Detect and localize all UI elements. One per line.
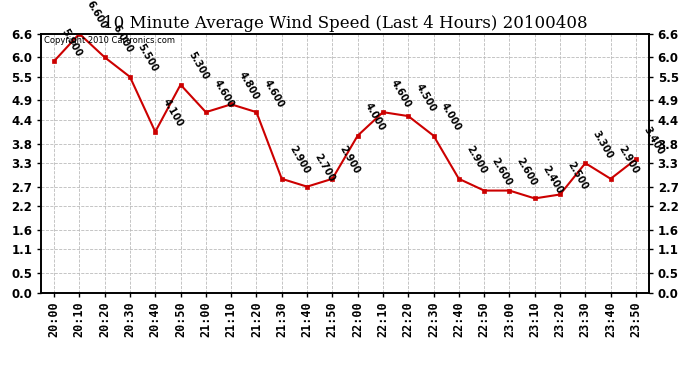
Text: Copyright 2010 Cartronics.com: Copyright 2010 Cartronics.com	[44, 36, 175, 45]
Text: 6.000: 6.000	[110, 23, 135, 54]
Text: 4.800: 4.800	[237, 70, 261, 102]
Text: 4.600: 4.600	[262, 78, 286, 110]
Text: 5.500: 5.500	[135, 42, 159, 74]
Title: 10 Minute Average Wind Speed (Last 4 Hours) 20100408: 10 Minute Average Wind Speed (Last 4 Hou…	[103, 15, 587, 32]
Text: 2.400: 2.400	[540, 164, 564, 196]
Text: 2.900: 2.900	[338, 144, 362, 176]
Text: 4.100: 4.100	[161, 98, 185, 129]
Text: 3.400: 3.400	[642, 125, 666, 156]
Text: 2.900: 2.900	[464, 144, 489, 176]
Text: 2.600: 2.600	[515, 156, 539, 188]
Text: 6.600: 6.600	[85, 0, 109, 31]
Text: 4.600: 4.600	[388, 78, 413, 110]
Text: 2.700: 2.700	[313, 152, 337, 184]
Text: 2.900: 2.900	[287, 144, 311, 176]
Text: 4.000: 4.000	[439, 101, 463, 133]
Text: 2.600: 2.600	[490, 156, 514, 188]
Text: 2.900: 2.900	[616, 144, 640, 176]
Text: 4.000: 4.000	[363, 101, 387, 133]
Text: 4.500: 4.500	[414, 82, 438, 113]
Text: 3.300: 3.300	[591, 129, 615, 160]
Text: 5.900: 5.900	[59, 27, 83, 58]
Text: 2.500: 2.500	[566, 160, 590, 192]
Text: 5.300: 5.300	[186, 50, 210, 82]
Text: 4.600: 4.600	[211, 78, 235, 110]
